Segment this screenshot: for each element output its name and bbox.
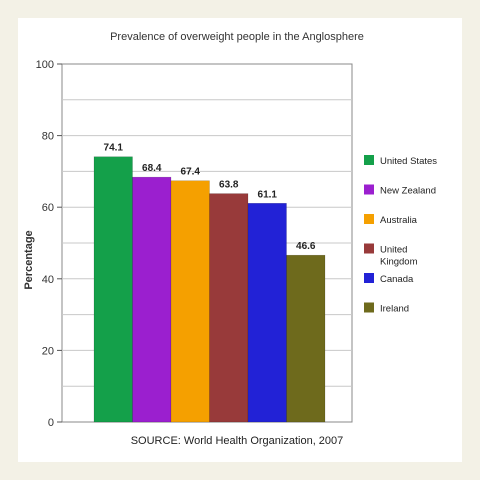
data-labels: 74.1 68.4 67.4 63.8 61.1 46.6	[104, 143, 316, 252]
legend-label: United	[380, 245, 407, 256]
legend-swatch	[364, 184, 374, 195]
y-axis-title: Percentage	[23, 230, 35, 289]
data-label: 61.1	[258, 189, 278, 200]
legend-swatch	[364, 155, 374, 165]
y-tick-label: 0	[48, 417, 54, 429]
legend-swatch	[364, 302, 374, 313]
legend-label: Australia	[380, 215, 418, 226]
chart-title: Prevalence of overweight people in the A…	[110, 31, 364, 43]
bars	[93, 156, 326, 423]
bar-united-states	[93, 156, 133, 423]
y-tick-label: 20	[42, 345, 54, 357]
data-label: 46.6	[296, 241, 316, 252]
legend-label: New Zealand	[380, 186, 436, 197]
bar-ireland	[286, 254, 326, 423]
data-label: 63.8	[219, 180, 239, 191]
data-label: 74.1	[104, 143, 124, 154]
y-tick-label: 40	[42, 274, 54, 286]
y-tick-label: 100	[36, 59, 54, 71]
bar-new-zealand	[132, 176, 172, 423]
legend-swatch	[364, 243, 374, 254]
y-tick-label: 80	[42, 131, 54, 143]
legend-label: United States	[380, 156, 437, 167]
chart-frame: Prevalence of overweight people in the A…	[18, 18, 462, 462]
legend-label: Canada	[380, 274, 414, 285]
legend-label: Kingdom	[380, 257, 418, 268]
data-label: 68.4	[142, 163, 162, 174]
bar-united-kingdom	[209, 193, 249, 423]
bar-chart: Prevalence of overweight people in the A…	[23, 31, 437, 447]
bar-canada	[247, 203, 287, 423]
bar-australia	[170, 180, 210, 423]
y-tick-label: 60	[42, 202, 54, 214]
source-note: SOURCE: World Health Organization, 2007	[131, 435, 344, 447]
legend: United States New Zealand Australia UnitedK…	[364, 155, 437, 315]
legend-swatch	[364, 273, 374, 283]
y-axis-ticks: 0 20 40 60 80 100	[36, 59, 62, 429]
legend-label: Ireland	[380, 304, 409, 315]
data-label: 67.4	[181, 167, 201, 178]
legend-swatch	[364, 214, 374, 224]
